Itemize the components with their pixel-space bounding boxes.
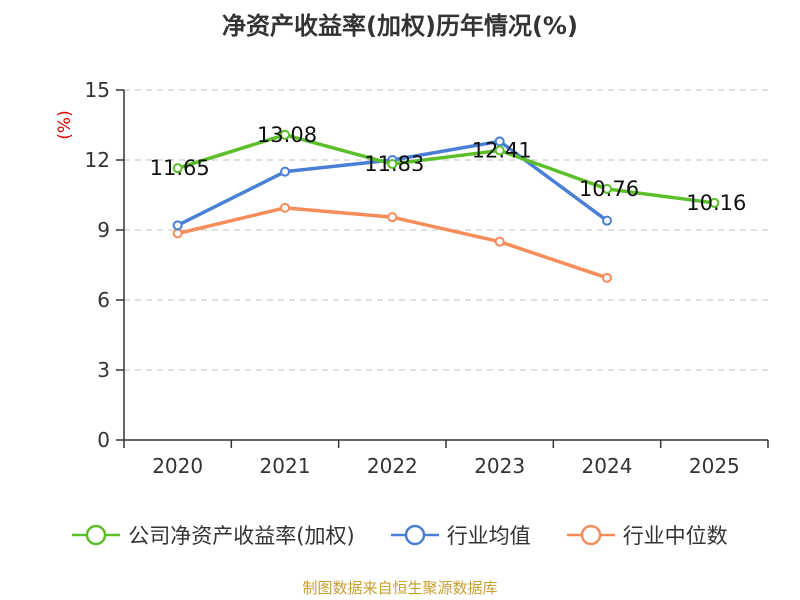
series-0 bbox=[172, 129, 720, 208]
y-tick-label-3: 3 bbox=[97, 358, 110, 382]
data-point-0-4 bbox=[602, 183, 612, 194]
data-point-2-0 bbox=[172, 228, 183, 239]
data-label-5: 10.16 bbox=[686, 191, 746, 215]
data-point-2-1 bbox=[280, 202, 290, 213]
series-lines bbox=[172, 129, 720, 283]
data-point-0-2 bbox=[387, 158, 398, 169]
data-point-2-3 bbox=[494, 236, 505, 247]
data-point-0-3 bbox=[494, 145, 505, 156]
legend-swatch-marker bbox=[86, 524, 107, 546]
x-tick-label-2025: 2025 bbox=[689, 454, 740, 478]
legend-item-2[interactable]: 行业中位数 bbox=[566, 520, 728, 550]
x-tick-label-2023: 2023 bbox=[474, 454, 525, 478]
data-labels: 11.65 13.08 11.83 12.41 10.76 10.16 bbox=[150, 123, 747, 215]
series-2 bbox=[172, 202, 612, 283]
y-tick-label-0: 0 bbox=[97, 428, 110, 452]
legend: 公司净资产收益率(加权) 行业均值 行业中位数 bbox=[0, 520, 800, 550]
data-point-1-4 bbox=[602, 215, 612, 226]
data-point-2-4 bbox=[602, 272, 612, 283]
series-line-0 bbox=[177, 133, 715, 205]
legend-item-1[interactable]: 行业均值 bbox=[390, 520, 531, 550]
x-tick-label-2022: 2022 bbox=[367, 454, 418, 478]
x-tick-label-2020: 2020 bbox=[152, 454, 203, 478]
y-axis-label: (%) bbox=[55, 110, 75, 139]
chart-title: 净资产收益率(加权)历年情况(%) bbox=[222, 12, 578, 40]
y-tick-label-9: 9 bbox=[97, 218, 110, 242]
data-label-1: 13.08 bbox=[257, 123, 317, 147]
data-point-1-0 bbox=[172, 220, 183, 231]
legend-label: 行业中位数 bbox=[622, 524, 728, 548]
data-label-2: 11.83 bbox=[364, 152, 424, 176]
data-point-0-0 bbox=[172, 163, 183, 174]
legend-swatch-marker bbox=[580, 524, 601, 546]
y-tick-label-12: 12 bbox=[85, 148, 110, 172]
source-note: 制图数据来自恒生聚源数据库 bbox=[302, 579, 498, 597]
x-tick-label-2021: 2021 bbox=[260, 454, 311, 478]
data-label-3: 12.41 bbox=[472, 138, 532, 162]
data-point-0-1 bbox=[280, 129, 290, 140]
legend-label: 行业均值 bbox=[446, 524, 531, 548]
data-point-0-5 bbox=[709, 197, 720, 208]
y-tick-label-15: 15 bbox=[85, 78, 110, 102]
axes: 0 3 6 9 12 15 2020 2021 2022 2023 2024 2025 bbox=[85, 78, 769, 478]
data-point-1-1 bbox=[280, 166, 290, 177]
legend-swatch-icon bbox=[72, 524, 121, 546]
legend-swatch-icon bbox=[390, 524, 439, 546]
data-point-1-3 bbox=[494, 136, 505, 147]
data-label-0: 11.65 bbox=[150, 156, 210, 180]
legend-label: 公司净资产收益率(加权) bbox=[128, 524, 355, 548]
data-point-2-2 bbox=[387, 212, 398, 223]
x-tick-label-2024: 2024 bbox=[582, 454, 633, 478]
data-label-4: 10.76 bbox=[579, 177, 639, 201]
legend-swatch-marker bbox=[404, 524, 425, 546]
legend-item-0[interactable]: 公司净资产收益率(加权) bbox=[72, 520, 355, 550]
legend-swatch-icon bbox=[566, 524, 615, 546]
y-tick-label-6: 6 bbox=[97, 288, 110, 312]
